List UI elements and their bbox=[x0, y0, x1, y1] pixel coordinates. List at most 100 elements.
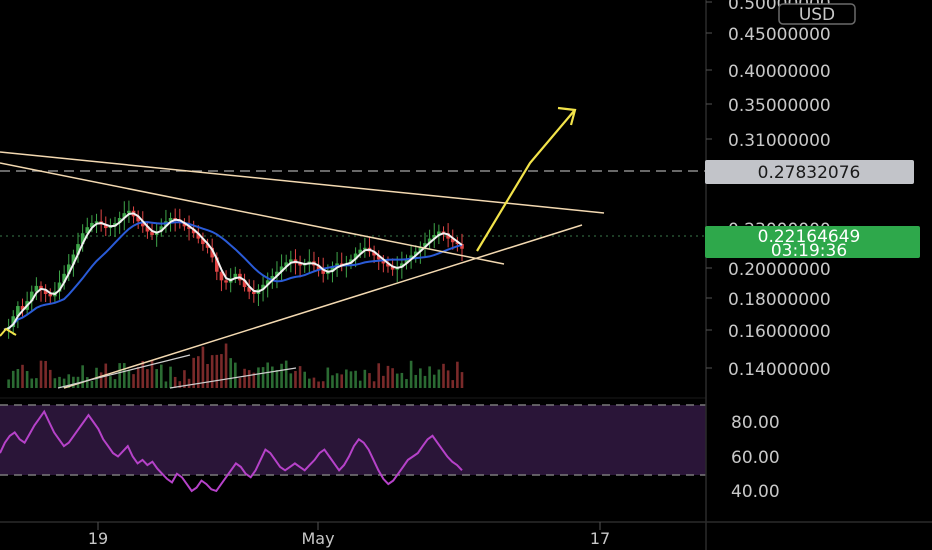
price-tick-label: 0.16000000 bbox=[728, 322, 831, 342]
candle-body bbox=[20, 306, 25, 310]
volume-bar bbox=[340, 374, 344, 388]
volume-bar bbox=[414, 374, 418, 388]
candle-body bbox=[145, 226, 150, 232]
volume-bar bbox=[30, 378, 34, 388]
volume-bar bbox=[382, 375, 385, 388]
volume-bar bbox=[113, 379, 117, 388]
candle-body bbox=[103, 224, 108, 229]
projection-arrow[interactable] bbox=[476, 110, 575, 252]
volume-bar bbox=[132, 374, 135, 388]
volume-bar bbox=[437, 369, 441, 388]
candle-body bbox=[372, 251, 376, 256]
candle-body bbox=[376, 255, 381, 260]
volume-bar bbox=[67, 374, 71, 388]
candle-body bbox=[437, 231, 441, 236]
ref-price-label: 0.27832076 bbox=[758, 163, 861, 183]
candle-body bbox=[413, 251, 418, 256]
candle-body bbox=[450, 238, 455, 243]
volume-bar bbox=[409, 360, 413, 388]
candle-body bbox=[48, 293, 53, 297]
volume-bar bbox=[146, 369, 149, 388]
volume-bar bbox=[391, 368, 394, 388]
volume-bar bbox=[192, 357, 195, 388]
candle-body bbox=[409, 255, 413, 260]
candle-body bbox=[353, 253, 358, 260]
volume-bar bbox=[220, 354, 223, 388]
price-tick-label: 0.35000000 bbox=[728, 96, 831, 116]
rsi-band bbox=[0, 405, 706, 475]
volume-bar bbox=[308, 378, 311, 388]
volume-trendline-1 bbox=[57, 354, 191, 389]
volume-bar bbox=[317, 381, 320, 388]
volume-bar bbox=[210, 355, 214, 388]
candle-body bbox=[404, 259, 409, 264]
candle-body bbox=[187, 226, 191, 229]
volume-bar bbox=[229, 358, 232, 388]
candle-body bbox=[386, 263, 390, 267]
price-tick-label: 0.14000000 bbox=[728, 360, 831, 380]
candle-body bbox=[94, 221, 99, 223]
candle-body bbox=[85, 227, 90, 234]
rsi-tick-label: 40.00 bbox=[731, 482, 780, 502]
candle-body bbox=[289, 259, 293, 263]
candle-body bbox=[455, 242, 460, 245]
volume-bar bbox=[386, 365, 390, 388]
candle-body bbox=[233, 273, 238, 279]
volume-bar bbox=[261, 367, 265, 388]
volume-bar bbox=[363, 369, 367, 388]
candle-body bbox=[150, 231, 154, 236]
volume-bar bbox=[442, 363, 445, 388]
volume-bar bbox=[298, 366, 302, 388]
lower-trendline[interactable] bbox=[63, 224, 583, 389]
price-tick-label: 0.20000000 bbox=[728, 260, 831, 280]
volume-bar bbox=[321, 381, 325, 388]
candle-body bbox=[330, 267, 335, 272]
volume-bar bbox=[21, 364, 24, 388]
candle-body bbox=[400, 263, 404, 268]
currency-tag[interactable] bbox=[778, 3, 856, 25]
candle-body bbox=[423, 243, 427, 247]
date-tick-label: 19 bbox=[88, 529, 108, 548]
price-axis: 0.500000000.450000000.400000000.35000000… bbox=[706, 0, 831, 380]
volume-bar bbox=[16, 369, 20, 388]
candle-body bbox=[261, 284, 265, 290]
ref-price-tag bbox=[705, 160, 914, 184]
upper-trendline[interactable] bbox=[0, 151, 605, 214]
volume-bar bbox=[44, 360, 47, 388]
rsi-tick-label: 60.00 bbox=[731, 448, 780, 468]
candle-body bbox=[298, 263, 302, 266]
candle-body bbox=[39, 285, 43, 290]
volume-bar bbox=[109, 376, 112, 388]
candle-body bbox=[191, 228, 196, 234]
countdown-label: 03:19:36 bbox=[771, 241, 847, 261]
volume-bar bbox=[266, 362, 269, 388]
candle-body bbox=[284, 262, 289, 267]
volume-bars bbox=[7, 343, 464, 388]
volume-bar bbox=[349, 371, 353, 388]
candle-body bbox=[270, 275, 275, 281]
candle-body bbox=[57, 282, 62, 292]
volume-bar bbox=[58, 376, 61, 388]
candle-body bbox=[275, 271, 279, 276]
volume-bar bbox=[400, 372, 404, 388]
candle-body bbox=[90, 222, 94, 228]
rsi-tick-label: 80.00 bbox=[731, 413, 780, 433]
volume-bar bbox=[331, 375, 334, 388]
volume-bar bbox=[372, 381, 376, 388]
volume-bar bbox=[197, 356, 200, 388]
volume-bar bbox=[275, 370, 279, 388]
candle-body bbox=[358, 249, 363, 254]
candle-body bbox=[390, 266, 395, 270]
moving-average-fast bbox=[3, 212, 463, 331]
volume-bar bbox=[164, 381, 168, 388]
volume-bar bbox=[326, 367, 330, 388]
volume-bar bbox=[395, 373, 399, 388]
candle-body bbox=[76, 244, 80, 255]
volume-bar bbox=[118, 363, 121, 388]
volume-bar bbox=[456, 361, 459, 388]
rsi-axis: 80.00 60.00 40.00 bbox=[731, 413, 780, 502]
upper-trendline-2[interactable] bbox=[0, 162, 505, 265]
date-axis: 19 May 17 bbox=[88, 522, 610, 548]
candle-body bbox=[140, 221, 145, 227]
